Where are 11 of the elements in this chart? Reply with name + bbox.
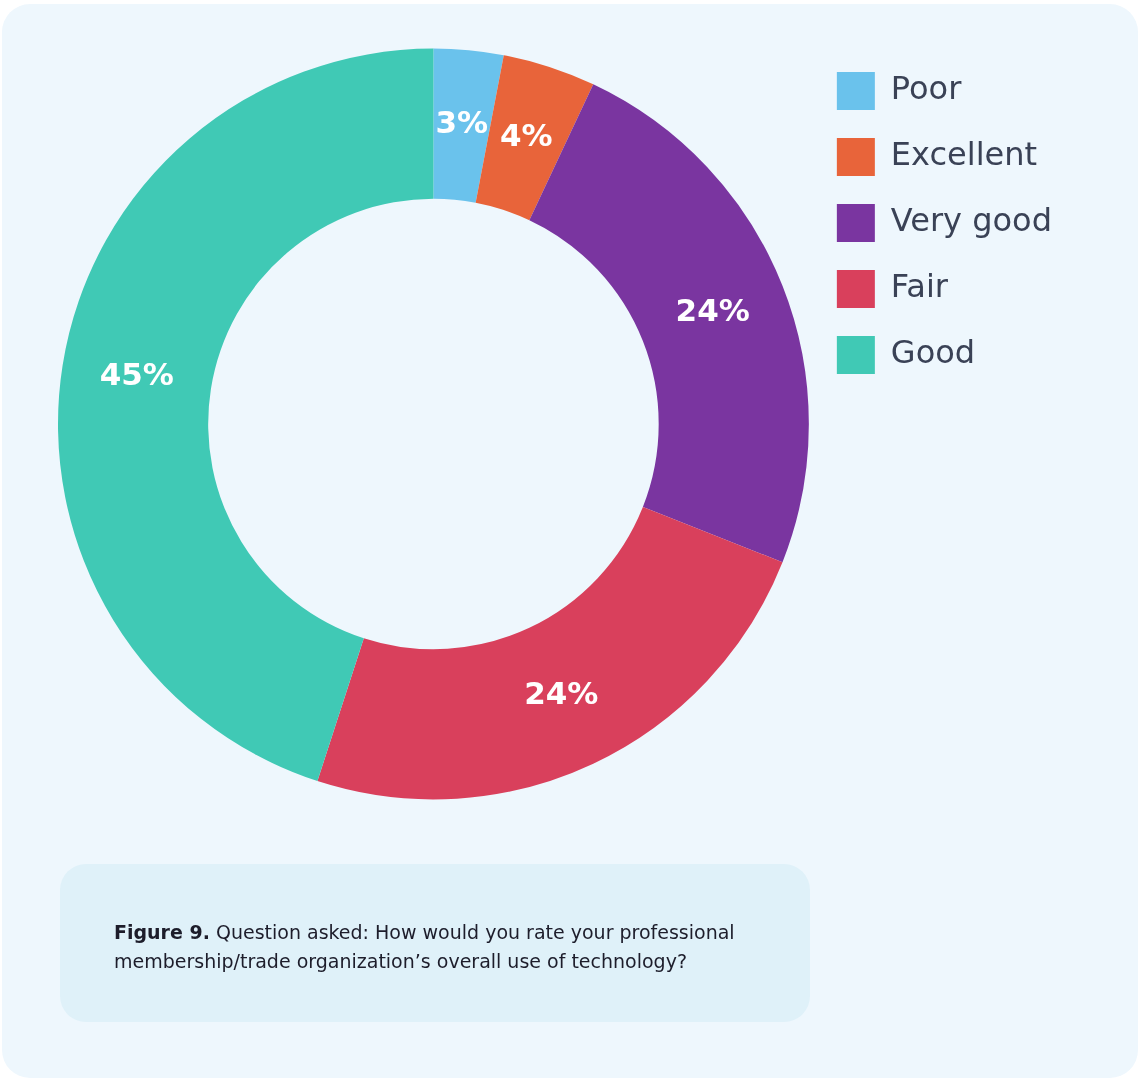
legend-label: Good [890,333,976,372]
caption: Figure 9. Question asked: How would you rate your professional membership/trade organization’s overall use of technology? [114,920,736,974]
legend-label: Poor [890,69,963,108]
legend-label: Fair [890,267,949,306]
data-label: 45% [99,356,174,393]
data-label: 24% [524,674,599,711]
data-label: 24% [675,292,750,329]
legend-label: Excellent [890,135,1038,174]
data-label: 4% [499,117,553,154]
data-label: 3% [435,104,489,141]
legend-label: Very good [890,201,1052,240]
